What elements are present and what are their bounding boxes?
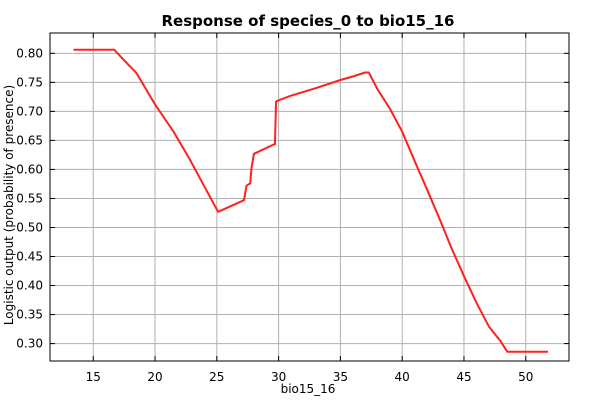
x-tick-label: 20 <box>147 370 162 384</box>
y-tick-label: 0.55 <box>16 191 43 205</box>
y-tick-label: 0.50 <box>16 220 43 234</box>
y-tick-label: 0.45 <box>16 250 43 264</box>
axis-ticks: 15 20 25 30 35 40 45 50 0.30 0.35 0.40 0.45 0.50 0.55… <box>16 33 569 384</box>
grid-lines <box>50 33 569 361</box>
x-axis-label: bio15_16 <box>281 382 336 396</box>
y-axis-label: Logistic output (probability of presence… <box>2 85 16 325</box>
y-tick-label: 0.60 <box>16 162 43 176</box>
plot-frame <box>49 32 570 362</box>
chart-title: Response of species_0 to bio15_16 <box>161 12 454 30</box>
y-tick-label: 0.75 <box>16 75 43 89</box>
y-tick-label: 0.70 <box>16 104 43 118</box>
response-curve <box>73 48 548 353</box>
x-tick-label: 25 <box>209 370 224 384</box>
y-tick-label: 0.80 <box>16 46 43 60</box>
x-tick-label: 30 <box>271 370 286 384</box>
x-tick-label: 15 <box>86 370 101 384</box>
x-tick-label: 50 <box>518 370 533 384</box>
y-tick-label: 0.65 <box>16 133 43 147</box>
x-tick-label: 40 <box>395 370 410 384</box>
y-tick-label: 0.35 <box>16 308 43 322</box>
y-tick-label: 0.40 <box>16 279 43 293</box>
x-tick-label: 35 <box>333 370 348 384</box>
series-layer <box>73 48 548 353</box>
x-tick-label: 45 <box>456 370 471 384</box>
y-tick-label: 0.30 <box>16 337 43 351</box>
